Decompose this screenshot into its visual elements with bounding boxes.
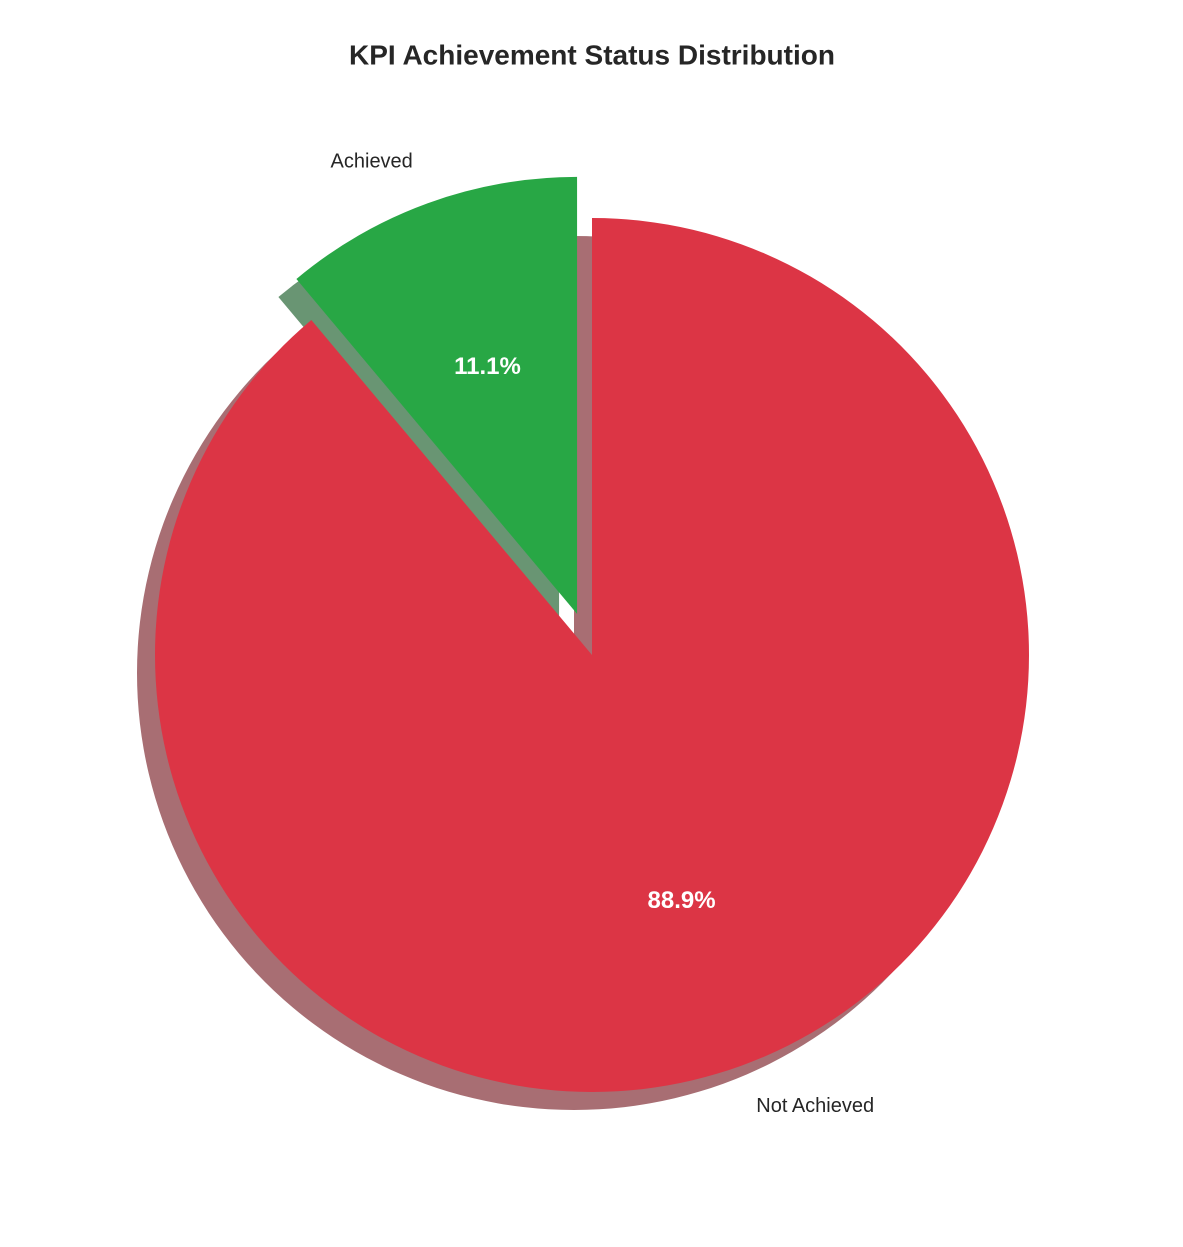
wedge-layer [155, 176, 1030, 1092]
pie-wedge [296, 176, 578, 614]
value-label: 88.9% [648, 887, 716, 914]
label-layer: 11.1% Achieved 88.9% Not Achieved [331, 150, 875, 1117]
value-label: 11.1% [454, 353, 521, 380]
pie-wedge [155, 218, 1030, 1092]
chart-title: KPI Achievement Status Distribution [349, 39, 835, 70]
category-label: Not Achieved [756, 1095, 874, 1117]
category-label: Achieved [331, 150, 413, 172]
